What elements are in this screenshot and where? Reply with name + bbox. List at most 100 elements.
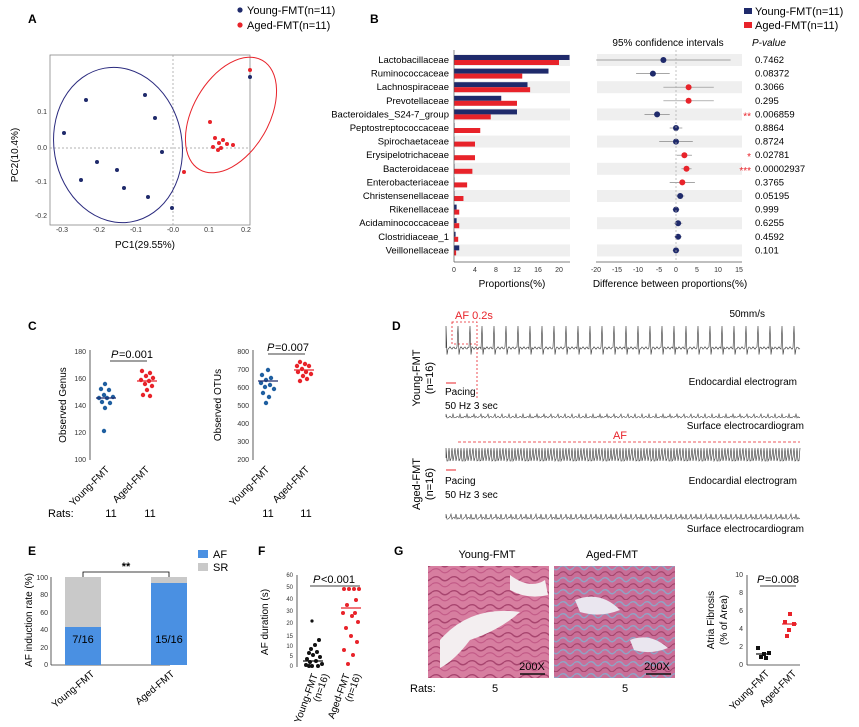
young-ellipse	[53, 66, 183, 224]
aged-proportion-bar	[454, 236, 459, 242]
svg-text:Endocardial electrogram: Endocardial electrogram	[689, 377, 797, 388]
b-legend-young: Young-FMT(n=11)	[755, 6, 843, 18]
p-value: 0.4592	[755, 232, 784, 243]
svg-text:Rats:: Rats:	[410, 683, 436, 695]
svg-text:60: 60	[286, 573, 293, 579]
p-value: 0.6255	[755, 218, 784, 229]
svg-text:700: 700	[237, 367, 249, 374]
legend-aged-marker	[237, 22, 243, 28]
svg-text:-0.1: -0.1	[130, 227, 142, 234]
svg-text:Young-FMT: Young-FMT	[228, 464, 272, 508]
panel-b-letter: B	[370, 12, 379, 26]
svg-text:P: P	[757, 574, 765, 586]
young-trace-label: Young-FMT	[411, 349, 423, 406]
svg-text:(n=16): (n=16)	[424, 468, 436, 500]
svg-text:-0.3: -0.3	[56, 227, 68, 234]
svg-text:8: 8	[494, 267, 498, 274]
panel-e: E 0 20 40 60 80 100 AF induction rate (%…	[24, 544, 228, 711]
e-legend-af: AF	[213, 549, 227, 561]
svg-text:50 Hz 3 sec: 50 Hz 3 sec	[445, 490, 498, 501]
taxon-label: Peptostreptococcaceae	[350, 123, 449, 134]
svg-text:800: 800	[237, 349, 249, 356]
panel-g-letter: G	[394, 544, 403, 558]
difference-marker	[675, 233, 682, 240]
legend-young-marker	[237, 7, 243, 13]
svg-text:5: 5	[492, 683, 498, 695]
af-label: AF	[613, 430, 627, 442]
svg-text:-5: -5	[656, 267, 662, 274]
taxon-label: Rikenellaceae	[389, 205, 449, 216]
svg-text:11: 11	[300, 508, 311, 520]
svg-text:Pacing: Pacing	[445, 387, 476, 398]
g-y-label: Atria Fibrosis	[706, 591, 717, 649]
panel-c-letter: C	[28, 319, 37, 333]
aged-trace-label: Aged-FMT	[411, 458, 423, 510]
svg-text:-20: -20	[591, 267, 601, 274]
legend-young-label: Young-FMT(n=11)	[247, 5, 335, 17]
b-right-ticks: -20 -15 -10 -5 0 5 10 15	[591, 267, 743, 274]
p-value: 0.08372	[755, 69, 789, 80]
svg-text:4: 4	[739, 626, 743, 633]
taxon-label: Bacteroidales_S24-7_group	[331, 109, 449, 120]
significance-star: **	[743, 111, 751, 122]
aged-endocardial-trace	[445, 447, 801, 463]
svg-text:12: 12	[513, 267, 521, 274]
paper-speed: 50mm/s	[729, 309, 765, 320]
p-value: 0.05195	[755, 191, 789, 202]
otu-pvalue: =0.007	[275, 342, 309, 354]
svg-text:(% of Area): (% of Area)	[719, 595, 730, 645]
aged-proportion-bar	[454, 60, 559, 65]
svg-text:20: 20	[555, 267, 563, 274]
svg-text:300: 300	[237, 439, 249, 446]
histology-young-title: Young-FMT	[458, 549, 515, 561]
f-y-ticks: 0 5 10 15 20 30 40 50 60	[286, 573, 293, 670]
svg-text:0.1: 0.1	[204, 227, 214, 234]
svg-text:16: 16	[534, 267, 542, 274]
difference-marker	[685, 97, 692, 104]
svg-text:-0.1: -0.1	[35, 179, 47, 186]
young-endocardial-trace	[445, 325, 801, 355]
pca-plot-frame	[49, 54, 251, 226]
difference-marker	[681, 152, 688, 159]
svg-text:180: 180	[74, 349, 86, 356]
significance-star: ***	[739, 166, 751, 177]
svg-text:Surface electrocardiogram: Surface electrocardiogram	[687, 524, 804, 535]
svg-text:Endocardial electrogram: Endocardial electrogram	[689, 476, 797, 487]
svg-text:120: 120	[74, 430, 86, 437]
f-aged-points	[341, 587, 361, 666]
aged-proportion-bar	[454, 155, 475, 161]
svg-text:Aged-FMT: Aged-FMT	[111, 464, 152, 505]
genus-y-label: Observed Genus	[58, 367, 69, 443]
b-left-ticks: 0 4 8 12 16 20	[452, 267, 563, 274]
svg-text:Surface electrocardiogram: Surface electrocardiogram	[687, 421, 804, 432]
taxon-label: Acidaminococcaceae	[359, 218, 449, 229]
p-value: 0.3066	[755, 82, 784, 93]
svg-text:20: 20	[286, 621, 293, 627]
svg-text:60: 60	[40, 610, 48, 617]
aged-proportion-bar	[454, 100, 517, 106]
difference-marker	[683, 165, 690, 172]
panel-g: G Young-FMT Aged-FMT 200X 200X Rats: 5 5…	[394, 544, 800, 713]
svg-text:200: 200	[237, 457, 249, 464]
p-value: 0.999	[755, 205, 779, 216]
taxon-label: Prevotellaceae	[386, 96, 449, 107]
aged-proportion-bar	[454, 250, 457, 256]
svg-text:400: 400	[237, 421, 249, 428]
panel-d-letter: D	[392, 319, 401, 333]
svg-text:5: 5	[290, 654, 294, 660]
svg-text:80: 80	[40, 592, 48, 599]
svg-text:40: 40	[286, 597, 293, 603]
svg-text:Aged-FMT: Aged-FMT	[271, 464, 312, 505]
svg-text:-10: -10	[633, 267, 643, 274]
svg-text:-0.2: -0.2	[93, 227, 105, 234]
svg-text:600: 600	[237, 385, 249, 392]
aged-proportion-bar	[454, 196, 464, 201]
svg-text:11: 11	[144, 508, 155, 520]
taxon-label: Spirochaetaceae	[378, 137, 449, 148]
svg-text:100: 100	[36, 575, 48, 582]
taxon-label: Enterobacteriaceae	[367, 177, 449, 188]
difference-marker	[649, 70, 656, 77]
svg-text:50 Hz 3 sec: 50 Hz 3 sec	[445, 401, 498, 412]
svg-text:40: 40	[40, 627, 48, 634]
svg-text:0: 0	[452, 267, 456, 274]
